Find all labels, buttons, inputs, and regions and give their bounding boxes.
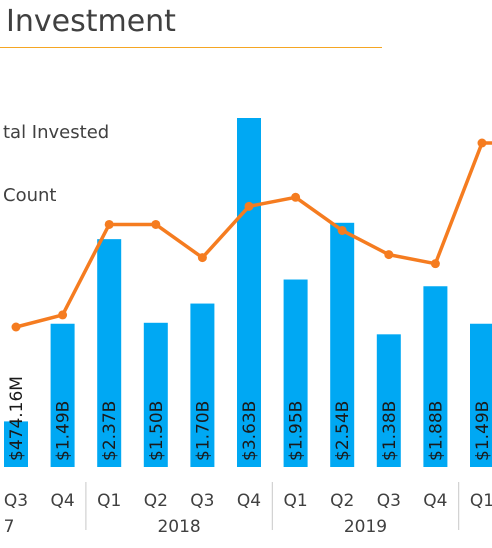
x-tick-0: Q3	[4, 491, 28, 511]
bar-10	[470, 323, 492, 467]
count-point-5	[244, 201, 254, 211]
bar-label-2: $2.37B	[100, 401, 120, 461]
count-point-4	[197, 253, 207, 263]
legend-total-invested: tal Invested	[3, 122, 109, 143]
bar-8	[376, 334, 401, 467]
year-label-0: 7	[4, 517, 15, 537]
bar-label-8: $1.38B	[380, 401, 400, 461]
bar-label-4: $1.70B	[193, 401, 213, 461]
bar-label-3: $1.50B	[147, 401, 167, 461]
legend-count: Count	[3, 185, 56, 206]
bar-4	[190, 303, 215, 467]
year-label-1: 2018	[157, 517, 200, 537]
bar-0	[4, 421, 28, 467]
chart-title: Investment	[6, 4, 176, 39]
count-line	[15, 141, 492, 329]
title-underline	[0, 47, 382, 48]
bar-7	[330, 222, 355, 467]
year-label-2: 2019	[344, 517, 387, 537]
bar-label-9: $1.88B	[426, 401, 446, 461]
count-point-7	[337, 225, 347, 235]
bar-label-6: $1.95B	[287, 401, 307, 461]
bar-5	[237, 118, 261, 467]
x-tick-5: Q4	[237, 491, 261, 511]
bar-label-7: $2.54B	[333, 401, 353, 461]
x-tick-10: Q1	[470, 491, 492, 511]
x-tick-4: Q3	[190, 491, 214, 511]
bar-label-5: $3.63B	[240, 401, 260, 461]
count-point-8	[384, 250, 394, 260]
x-tick-2: Q1	[97, 491, 121, 511]
x-tick-7: Q2	[330, 491, 354, 511]
count-point-3	[151, 219, 161, 229]
count-point-9	[430, 259, 440, 269]
x-tick-6: Q1	[283, 491, 307, 511]
bar-6	[283, 279, 308, 467]
bar-value-labels: $474.16M $1.49B $2.37B $1.50B $1.70B $3.63B $1…	[7, 376, 492, 461]
x-tick-9: Q4	[423, 491, 447, 511]
count-point-6	[291, 192, 301, 202]
bar-3	[143, 322, 168, 467]
x-tick-3: Q2	[144, 491, 168, 511]
count-point-10	[477, 138, 487, 148]
x-axis: Q3 Q4 Q1 Q2 Q3 Q4 Q1 Q2 Q3 Q4 Q1 7 2018 2019	[4, 482, 492, 537]
bar-2	[97, 239, 122, 467]
bar-1	[50, 323, 75, 467]
x-tick-8: Q3	[377, 491, 401, 511]
count-point-1	[58, 310, 68, 320]
bar-series	[4, 118, 492, 467]
bar-label-1: $1.49B	[54, 401, 74, 461]
bar-label-10: $1.49B	[473, 401, 492, 461]
bar-9	[423, 286, 448, 467]
count-point-0	[11, 322, 21, 332]
bar-label-0: $474.16M	[7, 376, 27, 461]
x-tick-1: Q4	[50, 491, 74, 511]
count-line-series	[11, 138, 492, 332]
count-point-2	[104, 219, 114, 229]
